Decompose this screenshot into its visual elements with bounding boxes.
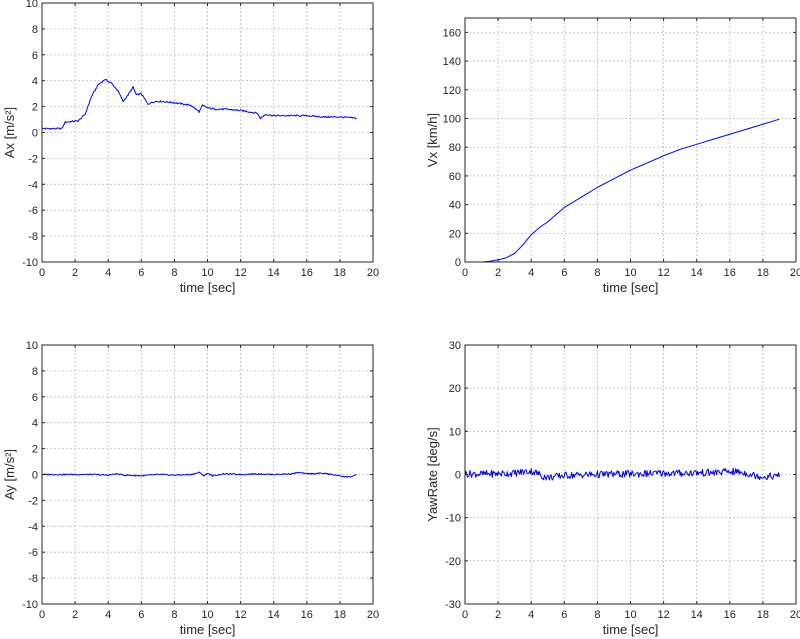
x-tick-label: 4 — [105, 267, 111, 279]
x-tick-label: 6 — [561, 609, 567, 621]
x-tick-label: 4 — [528, 609, 534, 621]
x-tick-label: 10 — [624, 609, 636, 621]
y-tick-label: 30 — [449, 340, 461, 352]
y-tick-label: 8 — [32, 24, 38, 36]
y-tick-label: 20 — [449, 228, 461, 240]
y-tick-label: 2 — [32, 444, 38, 456]
x-tick-label: 14 — [268, 609, 280, 621]
y-tick-label: 80 — [449, 142, 461, 154]
x-tick-label: 8 — [594, 609, 600, 621]
x-tick-label: 0 — [39, 267, 45, 279]
y-tick-label: 2 — [32, 102, 38, 114]
y-tick-label: 4 — [32, 418, 38, 430]
x-tick-label: 6 — [138, 267, 144, 279]
y-tick-label: 10 — [26, 340, 38, 352]
y-axis-label: Ax [m/s²] — [2, 107, 17, 158]
x-tick-label: 18 — [757, 609, 769, 621]
x-tick-label: 6 — [561, 267, 567, 279]
chart-panel-1: 0 2 4 6 8 10 12 14 16 18 20-10-8-6-4-20246810time … — [2, 0, 379, 295]
x-tick-label: 16 — [724, 267, 736, 279]
y-tick-label: 0 — [32, 128, 38, 140]
y-tick-label: -2 — [28, 495, 38, 507]
y-tick-label: 120 — [443, 85, 461, 97]
y-axis-label: Ay [m/s²] — [2, 449, 17, 500]
y-tick-label: -10 — [22, 599, 38, 611]
y-tick-label: -6 — [28, 547, 38, 559]
x-axis-label: time [sec] — [603, 280, 659, 295]
x-tick-label: 0 — [39, 609, 45, 621]
y-axis-label: Vx [km/h] — [425, 113, 440, 167]
y-tick-label: 40 — [449, 200, 461, 212]
x-tick-label: 18 — [757, 267, 769, 279]
y-tick-label: 100 — [443, 113, 461, 125]
x-tick-label: 16 — [724, 609, 736, 621]
x-tick-label: 8 — [594, 267, 600, 279]
x-axis-label: time [sec] — [180, 280, 236, 295]
y-tick-label: -30 — [445, 599, 461, 611]
y-tick-label: 0 — [32, 470, 38, 482]
x-tick-label: 16 — [301, 267, 313, 279]
y-tick-label: 6 — [32, 50, 38, 62]
x-tick-label: 18 — [334, 267, 346, 279]
y-tick-label: -8 — [28, 231, 38, 243]
y-tick-label: -8 — [28, 573, 38, 585]
x-tick-label: 0 — [462, 267, 468, 279]
series-line-yawrate — [464, 467, 780, 481]
x-tick-label: 20 — [790, 609, 800, 621]
x-tick-label: 10 — [624, 267, 636, 279]
x-tick-label: 14 — [268, 267, 280, 279]
y-tick-label: 10 — [26, 0, 38, 10]
y-tick-label: 0 — [455, 470, 461, 482]
x-tick-label: 6 — [138, 609, 144, 621]
x-tick-label: 12 — [234, 267, 246, 279]
x-tick-label: 18 — [334, 609, 346, 621]
y-tick-label: -10 — [445, 513, 461, 525]
y-tick-label: -6 — [28, 205, 38, 217]
x-tick-label: 20 — [790, 267, 800, 279]
y-tick-label: -2 — [28, 153, 38, 165]
x-tick-label: 12 — [657, 267, 669, 279]
y-tick-label: 8 — [32, 366, 38, 378]
x-tick-label: 2 — [495, 267, 501, 279]
y-tick-label: 10 — [449, 426, 461, 438]
y-tick-label: -4 — [28, 521, 38, 533]
series-line-ay — [41, 471, 357, 478]
y-tick-label: 6 — [32, 392, 38, 404]
chart-panel-4: 0 2 4 6 8 10 12 14 16 18 20 -30 -20 -10 0 10 20 30 time [s… — [425, 340, 800, 637]
x-tick-label: 20 — [367, 267, 379, 279]
x-tick-label: 2 — [72, 267, 78, 279]
y-tick-label: 140 — [443, 56, 461, 68]
chart-panel-2: 0 2 4 6 8 10 12 14 16 18 20 0 20 40 60 80 100 120 140 160 ti… — [425, 17, 800, 295]
x-tick-label: 8 — [171, 267, 177, 279]
y-tick-label: 60 — [449, 171, 461, 183]
chart-panel-3: 0 2 4 6 8 10 12 14 16 18 20-10-8-6-4-20246810time … — [2, 340, 379, 637]
x-tick-label: 10 — [201, 267, 213, 279]
x-tick-label: 8 — [171, 609, 177, 621]
y-tick-label: 160 — [443, 27, 461, 39]
y-tick-label: -20 — [445, 556, 461, 568]
series-line-ax — [41, 78, 357, 130]
x-tick-label: 14 — [691, 609, 703, 621]
x-tick-label: 12 — [234, 609, 246, 621]
x-tick-label: 10 — [201, 609, 213, 621]
series-line-vx — [465, 118, 780, 263]
x-tick-label: 4 — [528, 267, 534, 279]
x-tick-label: 2 — [72, 609, 78, 621]
x-tick-label: 16 — [301, 609, 313, 621]
x-tick-label: 20 — [367, 609, 379, 621]
x-tick-label: 0 — [462, 609, 468, 621]
x-tick-label: 12 — [657, 609, 669, 621]
y-tick-label: -10 — [22, 257, 38, 269]
y-tick-label: 0 — [455, 257, 461, 269]
y-axis-label: YawRate [deg/s] — [425, 427, 440, 521]
y-tick-label: 4 — [32, 76, 38, 88]
x-axis-label: time [sec] — [603, 622, 659, 637]
x-tick-label: 2 — [495, 609, 501, 621]
x-tick-label: 14 — [691, 267, 703, 279]
y-tick-label: -4 — [28, 179, 38, 191]
x-tick-label: 4 — [105, 609, 111, 621]
y-tick-label: 20 — [449, 383, 461, 395]
x-axis-label: time [sec] — [180, 622, 236, 637]
